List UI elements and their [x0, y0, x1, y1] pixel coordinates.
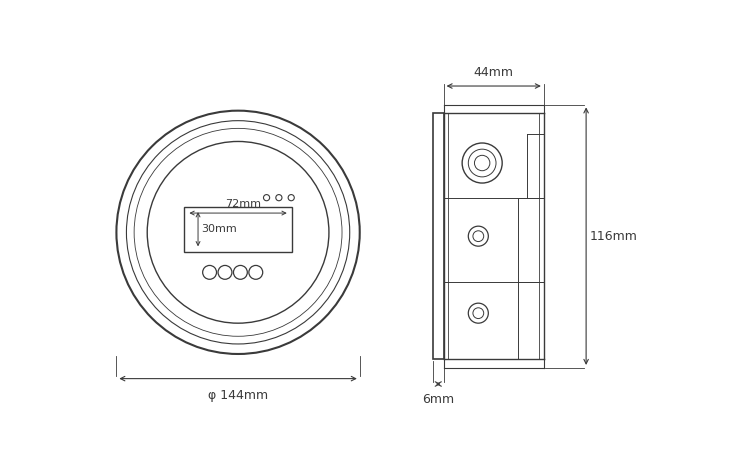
Text: 116mm: 116mm: [590, 230, 638, 243]
Bar: [184, 207, 292, 252]
Text: φ 144mm: φ 144mm: [208, 389, 268, 403]
Text: 72mm: 72mm: [225, 199, 261, 209]
Text: 44mm: 44mm: [474, 66, 514, 79]
Text: 30mm: 30mm: [201, 224, 237, 234]
Bar: [433, 113, 444, 359]
Text: 6mm: 6mm: [422, 393, 454, 406]
